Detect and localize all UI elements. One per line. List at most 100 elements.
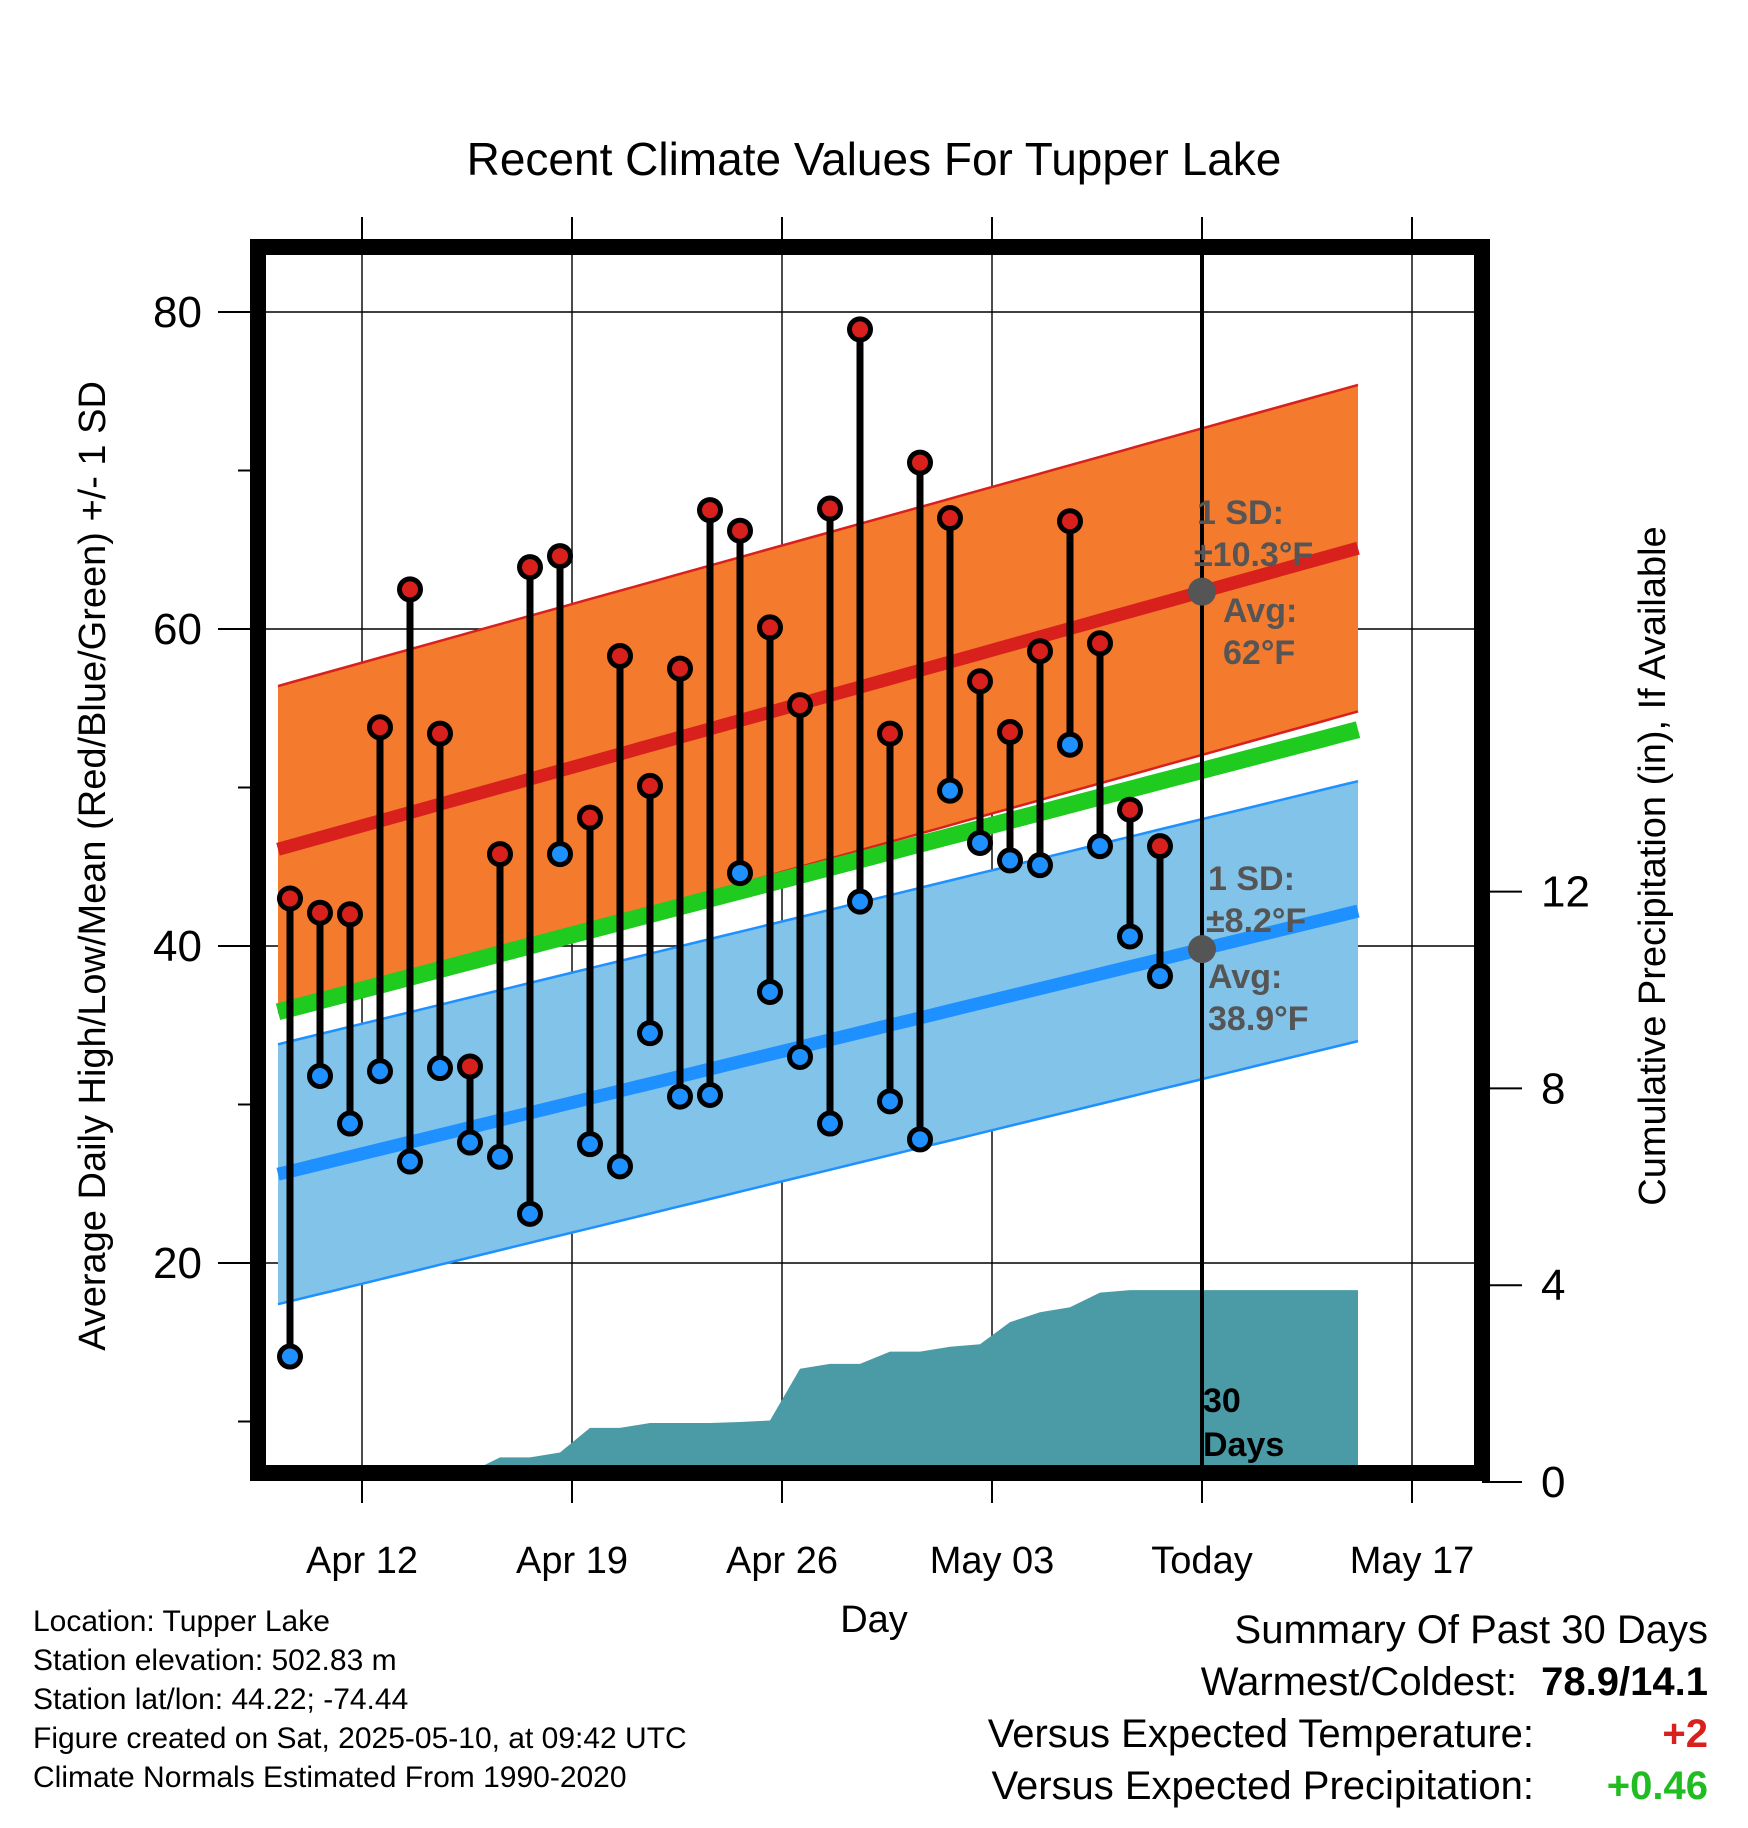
low-point: [367, 1058, 393, 1085]
low-point: [697, 1081, 723, 1108]
high-point: [967, 668, 993, 695]
high-point: [847, 316, 873, 343]
elevation-text: Station elevation: 502.83 m: [33, 1644, 397, 1677]
y2-tick-label: 8: [1541, 1064, 1565, 1113]
x-tick-label: Apr 19: [516, 1540, 628, 1582]
x-tick-label: Today: [1151, 1540, 1252, 1582]
low-point: [667, 1083, 693, 1110]
station-info: Location: Tupper Lake Station elevation:…: [33, 1602, 687, 1797]
high-point: [547, 543, 573, 570]
low-point: [787, 1043, 813, 1070]
high-point: [517, 554, 543, 581]
today-low-avg-marker: [1188, 935, 1216, 964]
created-text: Figure created on Sat, 2025-05-10, at 09…: [33, 1722, 687, 1755]
high-point: [337, 901, 363, 928]
y-axis-label: Average Daily High/Low/Mean (Red/Blue/Gr…: [72, 381, 114, 1351]
low-point: [727, 860, 753, 887]
y2-tick-label: 4: [1541, 1261, 1565, 1310]
location-text: Location: Tupper Lake: [33, 1605, 330, 1638]
plot-area: 1 SD: ±10.3°F Avg: 62°F 1 SD: ±8.2°F Avg: 38.9°…: [258, 247, 1482, 1473]
high-point: [427, 720, 453, 747]
high-point: [1027, 638, 1053, 665]
high-normal-line: [276, 541, 1360, 856]
x-tick-label: May 17: [1350, 1540, 1475, 1582]
low-point: [577, 1131, 603, 1158]
low-point: [637, 1020, 663, 1047]
low-point: [1057, 731, 1083, 758]
warm-cold-label: Warmest/Coldest:: [1200, 1660, 1518, 1704]
low-point: [607, 1153, 633, 1180]
low-sd-upper-line: [277, 779, 1359, 1046]
window-label-number: 30: [1203, 1382, 1241, 1420]
high-point: [697, 497, 723, 524]
low-sd-lower-line: [277, 1039, 1359, 1306]
high-point: [1087, 630, 1113, 657]
high-point: [667, 655, 693, 682]
low-avg-label: Avg:: [1208, 958, 1282, 996]
high-point: [457, 1053, 483, 1080]
warm-cold-row: Warmest/Coldest: 78.9/14.1: [988, 1656, 1708, 1708]
low-point: [1117, 923, 1143, 950]
low-point: [877, 1088, 903, 1115]
x-tick-label: Apr 12: [306, 1540, 418, 1582]
low-normal-line: [276, 904, 1360, 1181]
high-point: [817, 495, 843, 522]
high-point: [277, 885, 303, 912]
y-tick-label: 40: [153, 922, 202, 971]
low-point: [967, 829, 993, 856]
precip-row: Versus Expected Precipitation: +0.46: [988, 1760, 1708, 1812]
y2-tick-label: 12: [1541, 868, 1590, 917]
high-point: [487, 841, 513, 868]
x-axis-label: Day: [840, 1599, 908, 1641]
low-point: [1087, 833, 1113, 860]
mean-normal-line: [275, 721, 1361, 1021]
high-point: [907, 449, 933, 476]
low-point: [757, 978, 783, 1005]
y2-axis-label: Cumulative Precipitation (in), If Availa…: [1632, 526, 1674, 1205]
y2-tick-label: 0: [1541, 1458, 1565, 1507]
low-point: [1027, 852, 1053, 879]
normals-text: Climate Normals Estimated From 1990-2020: [33, 1761, 627, 1794]
warm-cold-value: 78.9/14.1: [1541, 1660, 1708, 1704]
low-point: [937, 777, 963, 804]
plot-frame: [250, 239, 1490, 1481]
high-point: [1057, 508, 1083, 535]
high-sd-label: 1 SD:: [1197, 494, 1284, 532]
low-point: [997, 847, 1023, 874]
high-point: [307, 899, 333, 926]
low-point: [907, 1126, 933, 1153]
plot-clip-group: 1 SD: ±10.3°F Avg: 62°F 1 SD: ±8.2°F Avg: 38.9°…: [258, 247, 1482, 1473]
high-point: [997, 719, 1023, 746]
low-point: [517, 1200, 543, 1227]
high-point: [397, 576, 423, 603]
high-point: [787, 692, 813, 719]
y-tick-label: 20: [153, 1239, 202, 1288]
summary-title: Summary Of Past 30 Days: [1234, 1608, 1708, 1652]
low-point: [337, 1110, 363, 1137]
high-point: [757, 614, 783, 641]
low-point: [277, 1343, 303, 1370]
precip-area: [290, 1290, 1358, 1473]
high-point: [577, 804, 603, 831]
low-avg-value: 38.9°F: [1208, 1000, 1309, 1038]
high-point: [1147, 833, 1173, 860]
precip-label: Versus Expected Precipitation:: [991, 1764, 1534, 1808]
high-point: [727, 517, 753, 544]
low-point: [817, 1110, 843, 1137]
low-point: [547, 841, 573, 868]
high-point: [607, 642, 633, 669]
low-sd-label: 1 SD:: [1208, 860, 1295, 898]
x-tick-label: Apr 26: [726, 1540, 838, 1582]
high-point: [877, 720, 903, 747]
low-point: [1147, 963, 1173, 990]
low-point: [487, 1143, 513, 1170]
window-label-days: Days: [1203, 1426, 1284, 1464]
chart-title: Recent Climate Values For Tupper Lake: [467, 133, 1282, 185]
low-point: [427, 1055, 453, 1082]
y-tick-label: 60: [153, 605, 202, 654]
low-point: [397, 1148, 423, 1175]
low-sd-value: ±8.2°F: [1206, 902, 1306, 940]
axes: Apr 12 Apr 19 Apr 26 May 03 Today May 1720406…: [153, 217, 1590, 1582]
high-point: [637, 772, 663, 799]
